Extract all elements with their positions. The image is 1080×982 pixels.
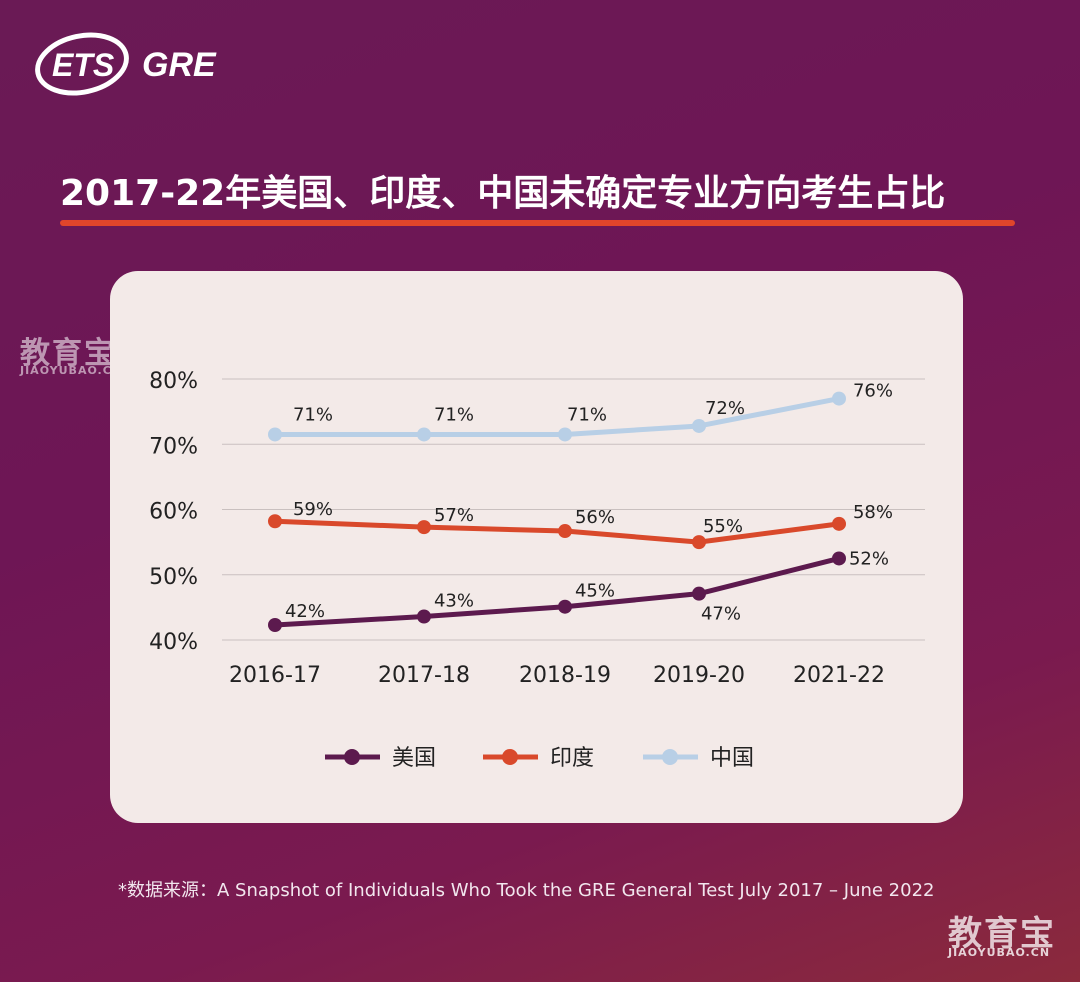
x-tick-label: 2021-22 (793, 663, 885, 688)
chart-card: 40% 50% 60% 70% 80% 2016-17 2017-18 2018-19 2019… (110, 271, 963, 823)
data-label: 56% (575, 507, 615, 528)
line-chart: 40% 50% 60% 70% 80% 2016-17 2017-18 2018-19 2019… (149, 369, 925, 771)
y-tick-label: 70% (149, 434, 198, 459)
data-label: 52% (849, 548, 889, 569)
data-point (558, 427, 572, 442)
source-footnote: *数据来源：A Snapshot of Individuals Who Took… (118, 880, 935, 901)
data-point (832, 391, 846, 406)
data-label: 71% (434, 404, 474, 425)
legend-swatch-marker (344, 749, 360, 765)
data-point (692, 535, 706, 550)
watermark-url-bottom: JIAOYUBAO.CN (948, 946, 1051, 959)
legend-label: 美国 (392, 746, 436, 771)
data-point (558, 524, 572, 539)
data-label: 42% (285, 601, 325, 622)
data-point (558, 599, 572, 614)
data-label: 71% (567, 404, 607, 425)
data-point (832, 551, 846, 566)
data-label: 71% (293, 404, 333, 425)
x-tick-label: 2018-19 (519, 663, 611, 688)
data-point (832, 516, 846, 531)
data-label: 76% (853, 381, 893, 402)
data-label: 72% (705, 398, 745, 419)
watermark-url: JIAOYUBAO.CN (20, 364, 123, 377)
series-line (274, 518, 840, 545)
legend-label: 中国 (710, 746, 754, 771)
data-point (417, 520, 431, 535)
legend-swatch-marker (502, 749, 518, 765)
data-point (417, 427, 431, 442)
data-point (692, 418, 706, 433)
y-tick-label: 40% (149, 630, 198, 655)
legend-swatch-marker (662, 749, 678, 765)
data-label: 47% (701, 604, 741, 625)
data-label: 57% (434, 505, 474, 526)
data-label: 59% (293, 499, 333, 520)
data-point (692, 586, 706, 601)
page-title: 2017-22年美国、印度、中国未确定专业方向考生占比 (60, 173, 946, 214)
data-point (268, 514, 282, 529)
x-tick-label: 2019-20 (653, 663, 745, 688)
data-label: 45% (575, 581, 615, 602)
watermark-logo: 教育宝 (20, 336, 116, 371)
title-underline (60, 220, 1015, 226)
watermark-logo-bottom: 教育宝 (948, 914, 1056, 954)
data-label: 43% (434, 591, 474, 612)
data-point (417, 609, 431, 624)
ets-gre-logo: ETS GRE (35, 32, 217, 96)
logo-brand: ETS (52, 47, 115, 83)
y-tick-label: 60% (149, 500, 198, 525)
data-label: 58% (853, 502, 893, 523)
x-tick-label: 2017-18 (378, 663, 470, 688)
x-tick-label: 2016-17 (229, 663, 321, 688)
y-tick-label: 50% (149, 565, 198, 590)
series-line (275, 396, 840, 437)
data-label: 55% (703, 516, 743, 537)
data-point (268, 427, 282, 442)
logo-product: GRE (142, 46, 217, 84)
title-block: 2017-22年美国、印度、中国未确定专业方向考生占比 (60, 168, 1020, 226)
data-point (268, 617, 282, 632)
series-line (274, 556, 840, 628)
y-tick-label: 80% (149, 369, 198, 394)
legend-label: 印度 (550, 746, 594, 771)
